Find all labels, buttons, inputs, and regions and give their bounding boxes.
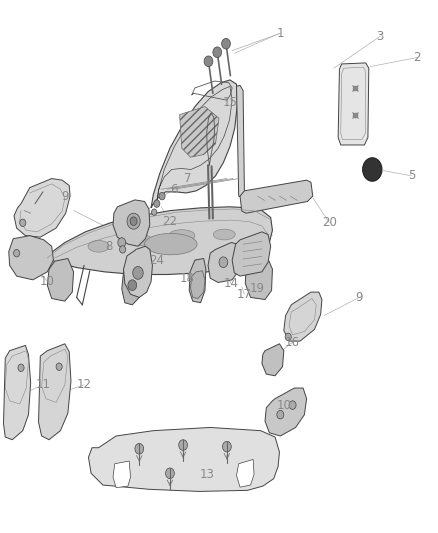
- Circle shape: [154, 200, 160, 207]
- Text: 11: 11: [35, 378, 50, 391]
- Polygon shape: [240, 180, 313, 213]
- Circle shape: [222, 38, 230, 49]
- Text: 18: 18: [180, 272, 195, 285]
- Polygon shape: [113, 200, 150, 246]
- Ellipse shape: [127, 234, 151, 246]
- Text: 22: 22: [162, 215, 177, 228]
- Text: 12: 12: [77, 378, 92, 391]
- Polygon shape: [191, 271, 205, 298]
- Text: 19: 19: [250, 282, 265, 295]
- Text: 24: 24: [149, 254, 164, 266]
- Circle shape: [128, 280, 137, 290]
- Polygon shape: [245, 257, 272, 300]
- Circle shape: [20, 219, 26, 227]
- Circle shape: [133, 266, 143, 279]
- Polygon shape: [88, 427, 279, 491]
- Text: 8: 8: [105, 240, 112, 253]
- Ellipse shape: [169, 230, 195, 241]
- Text: 6: 6: [170, 183, 178, 196]
- Text: 14: 14: [224, 277, 239, 290]
- Polygon shape: [232, 232, 271, 276]
- Polygon shape: [208, 243, 240, 282]
- Circle shape: [277, 410, 284, 419]
- Circle shape: [130, 217, 137, 225]
- Circle shape: [213, 47, 222, 58]
- Text: 2: 2: [413, 51, 421, 64]
- Polygon shape: [338, 63, 369, 145]
- Text: 9: 9: [61, 190, 69, 203]
- Circle shape: [18, 364, 24, 372]
- Text: 3: 3: [377, 30, 384, 43]
- Text: 15: 15: [223, 96, 237, 109]
- Circle shape: [120, 246, 126, 253]
- Ellipse shape: [145, 233, 197, 255]
- Polygon shape: [237, 85, 244, 197]
- Polygon shape: [47, 259, 74, 301]
- Polygon shape: [124, 246, 152, 297]
- Circle shape: [152, 209, 157, 215]
- Text: 7: 7: [184, 172, 191, 185]
- Text: 20: 20: [322, 216, 337, 229]
- Polygon shape: [39, 344, 71, 440]
- Text: 10: 10: [40, 275, 55, 288]
- Circle shape: [285, 333, 291, 341]
- Polygon shape: [284, 292, 322, 341]
- Circle shape: [118, 238, 126, 247]
- Polygon shape: [46, 207, 272, 274]
- Polygon shape: [113, 461, 131, 488]
- Circle shape: [223, 441, 231, 452]
- Polygon shape: [265, 388, 307, 436]
- Text: 16: 16: [285, 336, 300, 349]
- Circle shape: [56, 363, 62, 370]
- Text: 13: 13: [199, 468, 214, 481]
- Circle shape: [135, 443, 144, 454]
- Text: 10: 10: [276, 399, 291, 411]
- Circle shape: [166, 468, 174, 479]
- Polygon shape: [151, 80, 237, 208]
- Polygon shape: [4, 345, 31, 440]
- Polygon shape: [9, 236, 53, 280]
- Circle shape: [127, 213, 140, 229]
- Ellipse shape: [88, 240, 109, 252]
- Ellipse shape: [213, 229, 235, 240]
- Circle shape: [159, 192, 165, 200]
- Polygon shape: [180, 107, 219, 157]
- Polygon shape: [189, 259, 206, 303]
- Text: 9: 9: [355, 291, 363, 304]
- Polygon shape: [237, 459, 254, 487]
- Circle shape: [219, 257, 228, 268]
- Polygon shape: [122, 264, 141, 305]
- Text: 17: 17: [237, 288, 252, 301]
- Circle shape: [363, 158, 382, 181]
- Circle shape: [179, 440, 187, 450]
- Circle shape: [204, 56, 213, 67]
- Circle shape: [14, 249, 20, 257]
- Polygon shape: [14, 179, 70, 237]
- Text: 5: 5: [408, 169, 415, 182]
- Polygon shape: [262, 344, 284, 376]
- Circle shape: [289, 401, 296, 409]
- Text: 1: 1: [276, 27, 284, 39]
